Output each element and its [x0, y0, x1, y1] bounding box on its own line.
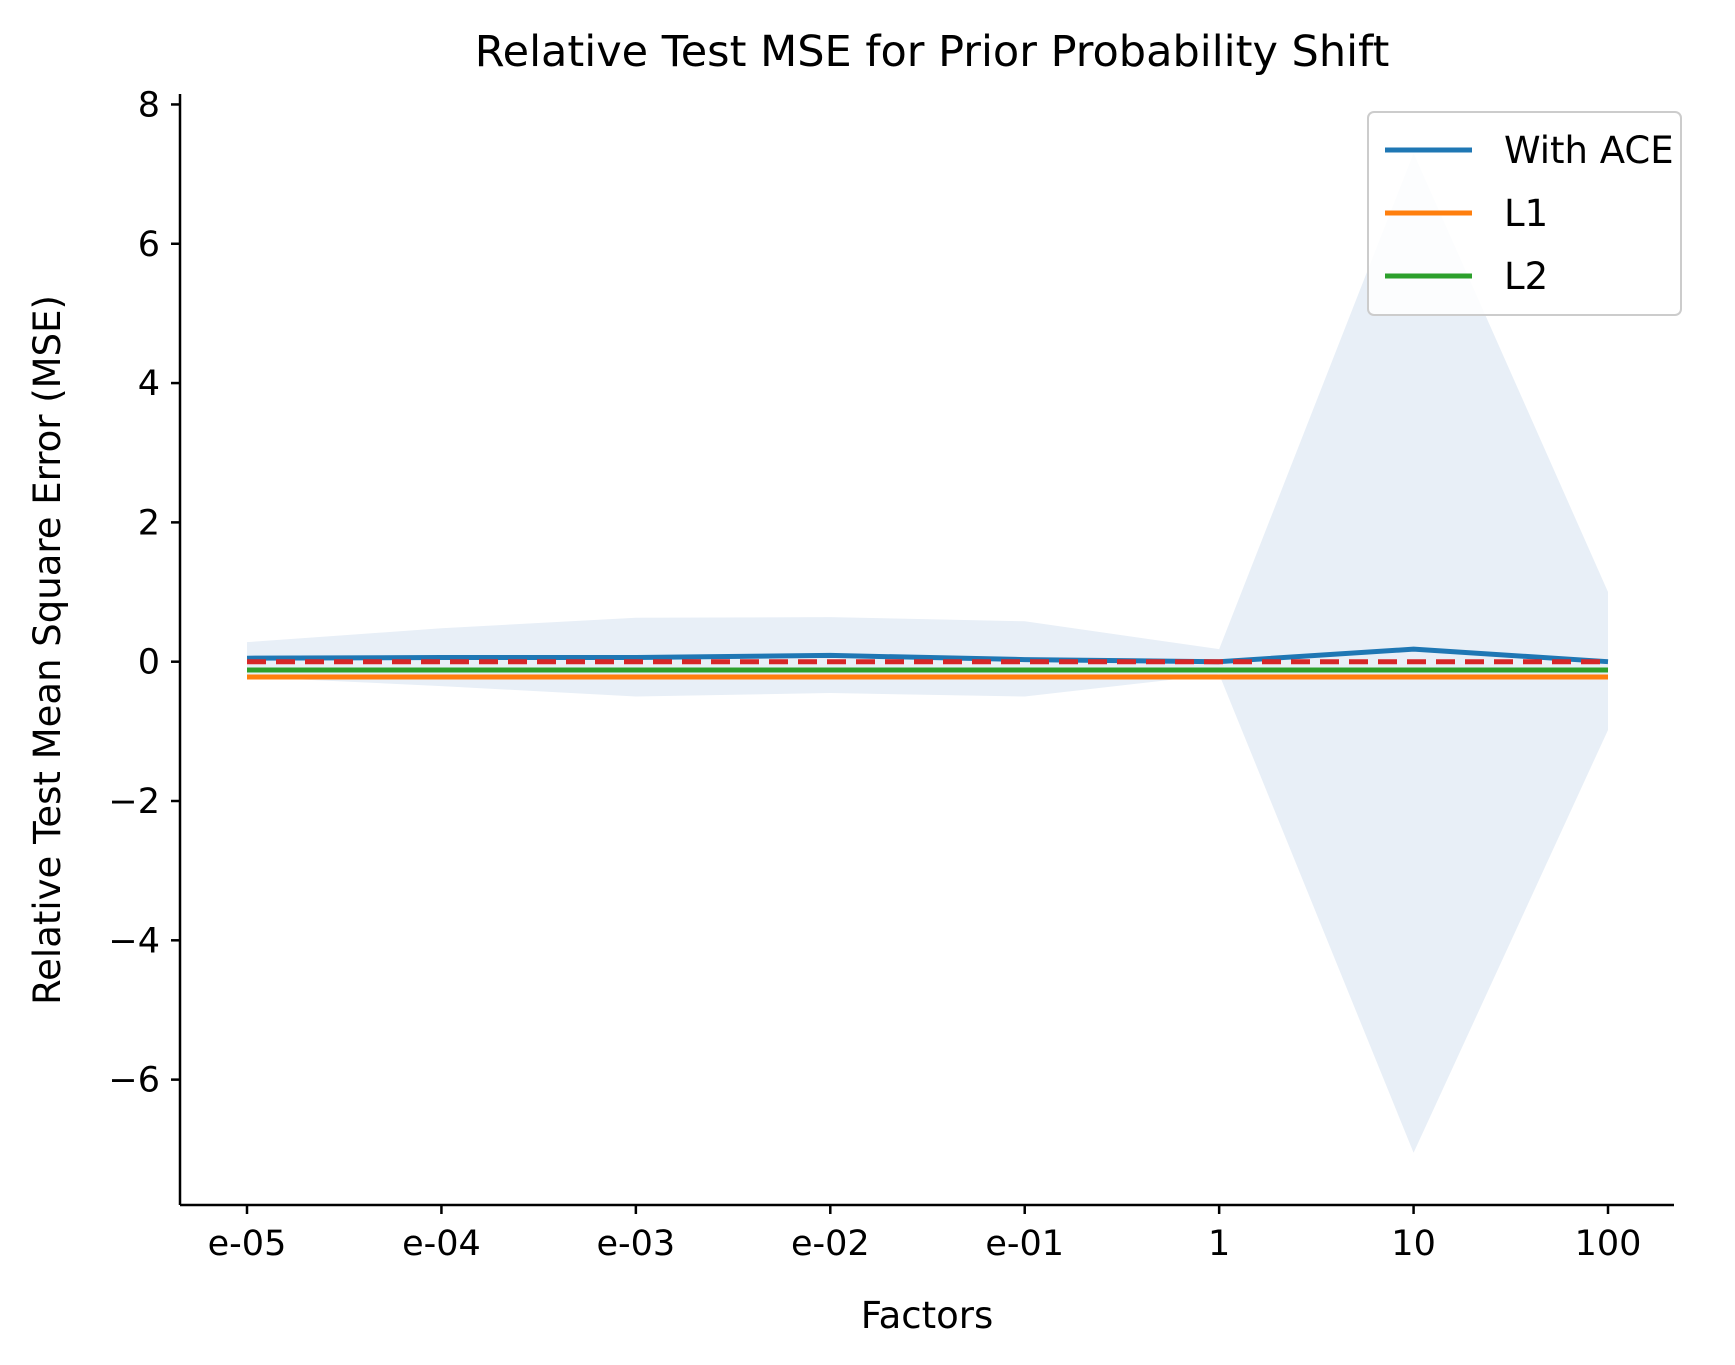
legend-label: With ACE [1504, 129, 1674, 172]
x-tick-label: e-04 [402, 1224, 481, 1264]
legend-frame [1367, 111, 1682, 316]
x-tick-label: e-01 [985, 1224, 1064, 1264]
y-tick-label: 0 [138, 643, 160, 683]
y-tick-label: −2 [108, 782, 160, 822]
x-tick-label: e-02 [791, 1224, 870, 1264]
chart-title: Relative Test MSE for Prior Probability … [475, 27, 1390, 77]
x-tick-label: 10 [1391, 1224, 1436, 1264]
legend-label: L1 [1504, 192, 1548, 235]
plot-area [246, 153, 1609, 1153]
y-tick-label: 4 [138, 364, 160, 404]
x-axis-ticks: e-05 e-04 e-03 e-02 e-01 1 10 100 [208, 1205, 1642, 1264]
y-tick-label: −6 [108, 1061, 160, 1101]
y-axis-ticks: −6 −4 −2 0 2 4 6 8 [108, 85, 180, 1101]
series-line-with-ace [246, 646, 1609, 665]
legend: With ACE L1 L2 [1367, 111, 1682, 316]
confidence-band [247, 153, 1609, 1153]
y-tick-label: −4 [108, 921, 160, 961]
y-tick-label: 8 [138, 85, 160, 125]
x-tick-label: e-05 [208, 1224, 287, 1264]
x-axis-label: Factors [861, 1294, 994, 1337]
y-tick-label: 2 [138, 503, 160, 543]
x-tick-label: 1 [1208, 1224, 1230, 1264]
y-axis-label: Relative Test Mean Square Error (MSE) [26, 295, 69, 1005]
y-tick-label: 6 [138, 225, 160, 265]
legend-label: L2 [1504, 255, 1548, 298]
x-tick-label: e-03 [597, 1224, 676, 1264]
x-tick-label: 100 [1575, 1224, 1642, 1264]
